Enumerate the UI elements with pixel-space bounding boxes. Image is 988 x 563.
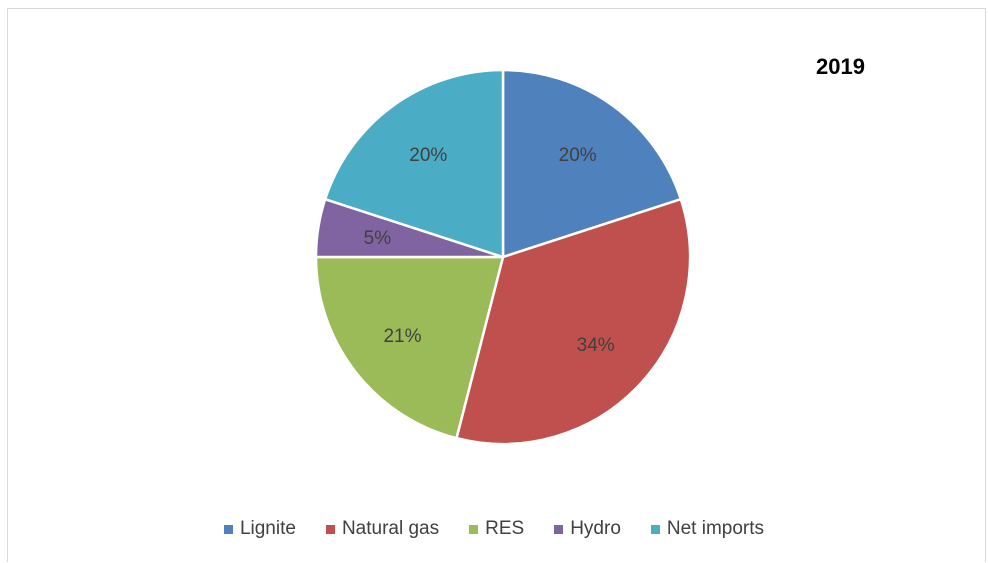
legend: Lignite Natural gas RES Hydro Net imports — [0, 516, 988, 542]
data-label-net-imports: 20% — [409, 145, 447, 166]
legend-label-net-imports: Net imports — [666, 518, 765, 539]
legend-item-hydro: Hydro — [554, 518, 621, 540]
legend-item-natural-gas: Natural gas — [325, 518, 440, 540]
legend-label-lignite: Lignite — [239, 518, 296, 539]
pie-slice-res — [314, 255, 505, 440]
chart-frame — [7, 8, 986, 562]
pie-slice-net-imports — [323, 68, 505, 259]
data-label-natural-gas: 34% — [577, 335, 615, 356]
legend-item-res: RES — [469, 518, 524, 540]
data-label-hydro: 5% — [364, 228, 392, 249]
legend-label-natural-gas: Natural gas — [341, 518, 440, 539]
pie-slice-lignite — [501, 68, 683, 259]
data-label-lignite: 20% — [559, 145, 597, 166]
legend-label-hydro: Hydro — [570, 518, 621, 539]
legend-swatch-res — [469, 524, 479, 534]
legend-swatch-lignite — [223, 524, 233, 534]
legend-label-res: RES — [485, 518, 525, 539]
data-label-res: 21% — [383, 326, 421, 347]
legend-swatch-hydro — [554, 524, 564, 534]
legend-item-net-imports: Net imports — [650, 518, 765, 540]
pie-slice-natural-gas — [455, 197, 692, 446]
legend-swatch-net-imports — [650, 524, 660, 534]
legend-swatch-natural-gas — [325, 524, 335, 534]
legend-item-lignite: Lignite — [223, 518, 296, 540]
chart-title: 2019 — [816, 54, 865, 79]
